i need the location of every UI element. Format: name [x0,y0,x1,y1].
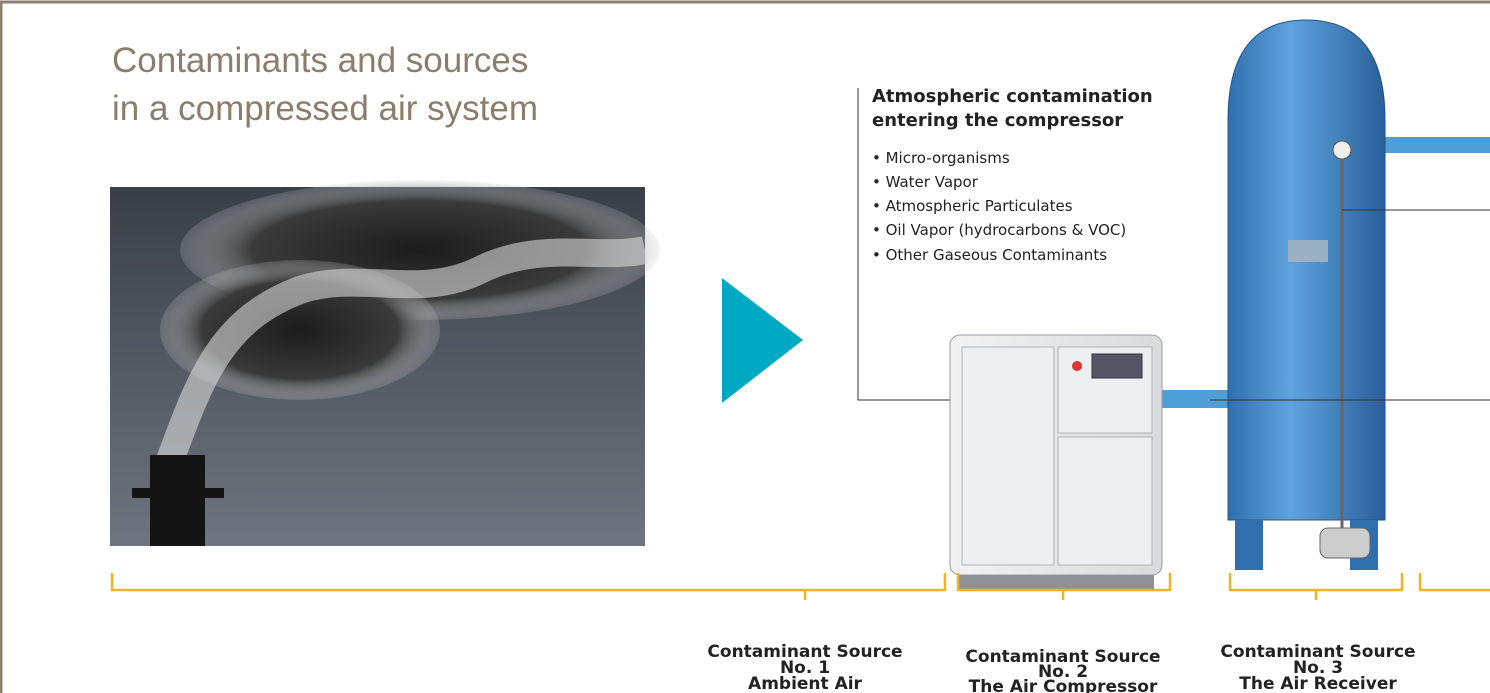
callout-item: • Other Gaseous Contaminants [872,246,1107,264]
callout-heading: Atmospheric contamination [872,86,1153,107]
callout-heading: entering the compressor [872,110,1123,131]
receiver [1210,20,1490,570]
diagram: Contaminants and sources in a compressed… [0,0,1490,693]
title: Contaminants and sources in a compressed… [112,41,538,128]
title-line: in a compressed air system [112,89,538,128]
source-label: The Air Receiver [1239,674,1397,693]
photo [110,180,660,546]
callout-item: • Oil Vapor (hydrocarbons & VOC) [872,221,1126,239]
source-label: Ambient Air [748,674,863,693]
source-label: The Air Compressor [969,677,1158,693]
compressor [950,335,1240,591]
brackets [112,573,1490,600]
arrow [722,278,803,403]
callout-item: • Water Vapor [872,173,979,191]
callout-item: • Atmospheric Particulates [872,197,1073,215]
title-line: Contaminants and sources [112,41,528,80]
source-labels: Contaminant Source No. 1 Ambient Air Con… [707,642,1415,693]
callout-item: • Micro-organisms [872,149,1010,167]
